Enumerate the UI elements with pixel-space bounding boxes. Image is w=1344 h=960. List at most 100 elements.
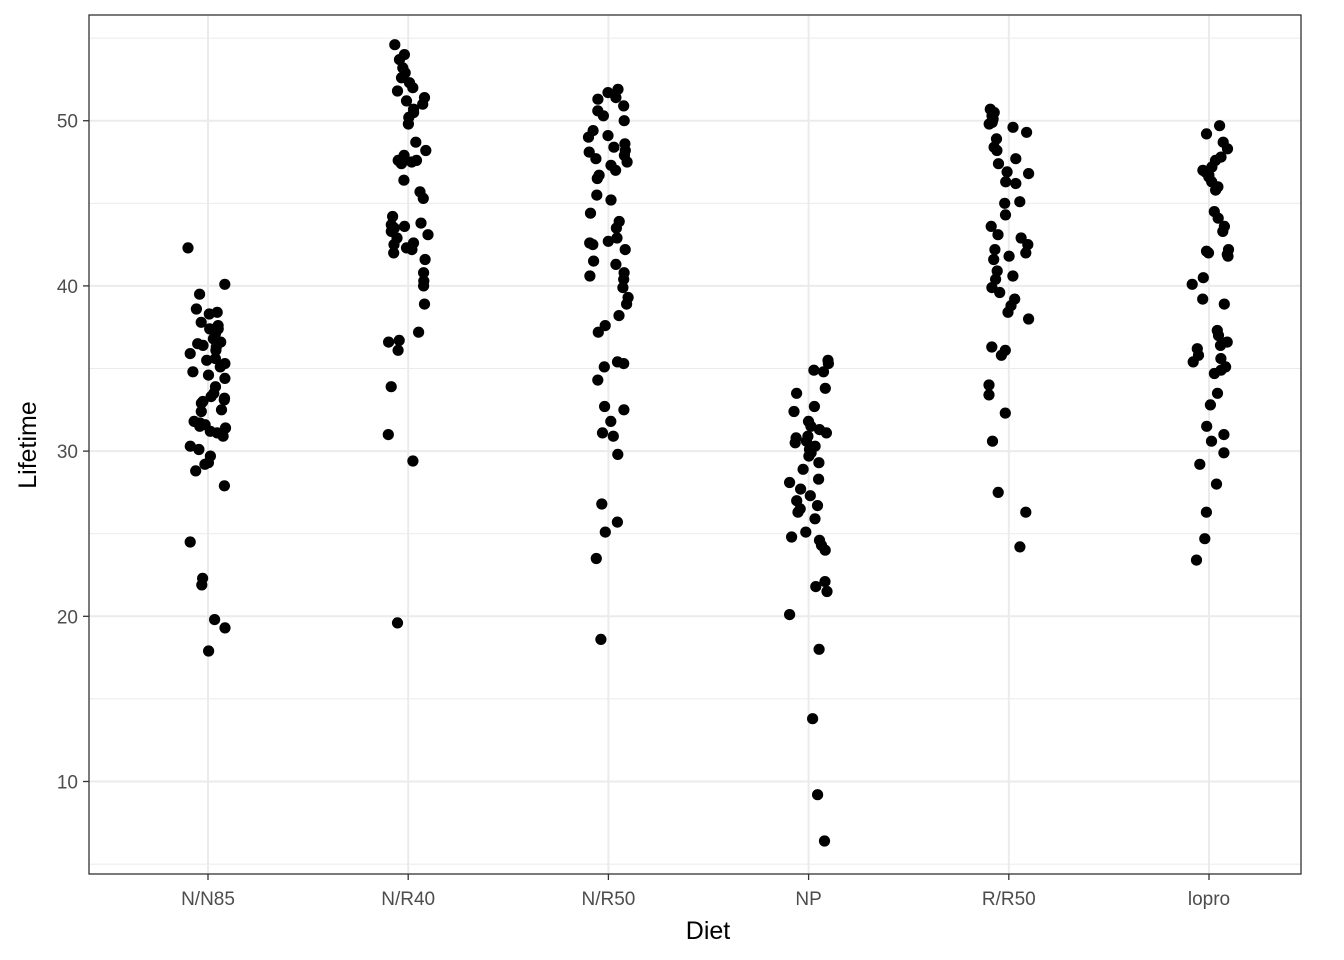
data-point bbox=[1001, 166, 1013, 178]
data-point bbox=[817, 366, 830, 378]
x-axis-title: Diet bbox=[686, 917, 731, 945]
data-point bbox=[788, 405, 800, 418]
data-point bbox=[1186, 278, 1198, 290]
data-point bbox=[991, 144, 1003, 157]
y-axis-title: Lifetime bbox=[14, 401, 42, 489]
data-point bbox=[813, 643, 825, 655]
data-point bbox=[1014, 541, 1026, 553]
data-point bbox=[218, 480, 230, 492]
data-point bbox=[395, 158, 407, 170]
data-point bbox=[584, 270, 596, 282]
data-point bbox=[596, 427, 609, 439]
data-point bbox=[1000, 176, 1012, 188]
data-point bbox=[392, 344, 404, 356]
data-point bbox=[387, 210, 399, 223]
data-point bbox=[1217, 225, 1229, 237]
data-point bbox=[1208, 367, 1220, 380]
data-point bbox=[393, 334, 405, 346]
data-point bbox=[1003, 250, 1015, 262]
data-point bbox=[803, 450, 815, 462]
data-point bbox=[215, 404, 228, 416]
data-point bbox=[1222, 250, 1234, 262]
data-point bbox=[988, 253, 1000, 266]
data-point bbox=[983, 118, 995, 130]
data-point bbox=[983, 379, 995, 391]
data-point bbox=[205, 391, 217, 403]
data-point bbox=[599, 526, 611, 538]
data-point bbox=[999, 197, 1011, 209]
data-point bbox=[591, 172, 603, 185]
data-point bbox=[1215, 353, 1227, 365]
data-point bbox=[818, 835, 831, 847]
data-point bbox=[407, 82, 419, 94]
data-point bbox=[219, 622, 231, 634]
data-point bbox=[991, 265, 1003, 277]
data-point bbox=[1199, 533, 1211, 545]
data-point bbox=[398, 174, 410, 186]
data-point bbox=[1200, 128, 1213, 140]
y-axis: 10 20 30 40 50 bbox=[57, 112, 89, 793]
data-point bbox=[1204, 399, 1216, 411]
data-point bbox=[1212, 212, 1224, 224]
data-point bbox=[419, 253, 431, 266]
data-point bbox=[986, 341, 998, 353]
data-point bbox=[1023, 168, 1035, 180]
data-point bbox=[602, 130, 614, 142]
data-point bbox=[1210, 478, 1223, 490]
data-point bbox=[202, 369, 215, 381]
data-point bbox=[1014, 196, 1026, 208]
data-point bbox=[617, 282, 629, 294]
data-point bbox=[985, 220, 997, 232]
data-point bbox=[1002, 306, 1014, 318]
data-point bbox=[994, 286, 1006, 299]
data-point bbox=[184, 536, 196, 548]
x-tick-label: N/N85 bbox=[181, 889, 235, 910]
x-tick-label: N/R40 bbox=[381, 889, 435, 910]
data-point bbox=[599, 400, 611, 413]
data-point bbox=[194, 420, 206, 432]
data-point bbox=[619, 244, 631, 256]
data-point bbox=[1197, 272, 1209, 284]
x-tick-label: lopro bbox=[1188, 889, 1230, 910]
data-point bbox=[195, 405, 207, 418]
data-point bbox=[608, 141, 620, 153]
data-point bbox=[203, 308, 215, 320]
data-point bbox=[786, 531, 798, 543]
data-point bbox=[791, 387, 803, 399]
data-point bbox=[587, 239, 599, 251]
data-point bbox=[810, 581, 822, 593]
data-point bbox=[1212, 329, 1225, 342]
data-point bbox=[590, 552, 602, 565]
data-point bbox=[1197, 293, 1209, 305]
data-point bbox=[610, 222, 623, 234]
data-point bbox=[607, 430, 619, 442]
data-point bbox=[385, 381, 397, 393]
data-point bbox=[391, 617, 404, 629]
data-point bbox=[819, 544, 831, 556]
data-point bbox=[1190, 554, 1203, 566]
data-point bbox=[1194, 458, 1206, 470]
data-point bbox=[190, 465, 202, 477]
data-point bbox=[1007, 270, 1019, 282]
data-point bbox=[1218, 429, 1230, 441]
data-point bbox=[389, 39, 401, 51]
data-point bbox=[992, 229, 1004, 241]
data-point bbox=[807, 713, 819, 725]
data-point bbox=[592, 93, 604, 105]
data-point bbox=[591, 189, 603, 201]
data-point bbox=[193, 443, 205, 456]
data-point bbox=[199, 458, 211, 470]
data-point bbox=[1023, 313, 1035, 325]
data-point bbox=[422, 229, 434, 241]
data-point bbox=[1214, 339, 1227, 351]
data-point bbox=[187, 366, 199, 378]
data-point bbox=[400, 95, 413, 107]
data-point bbox=[812, 789, 824, 801]
data-point bbox=[819, 382, 831, 394]
data-point bbox=[596, 498, 608, 510]
data-point bbox=[819, 576, 831, 588]
data-point bbox=[809, 513, 821, 525]
data-point bbox=[1214, 120, 1226, 132]
x-tick-label: NP bbox=[795, 889, 821, 910]
